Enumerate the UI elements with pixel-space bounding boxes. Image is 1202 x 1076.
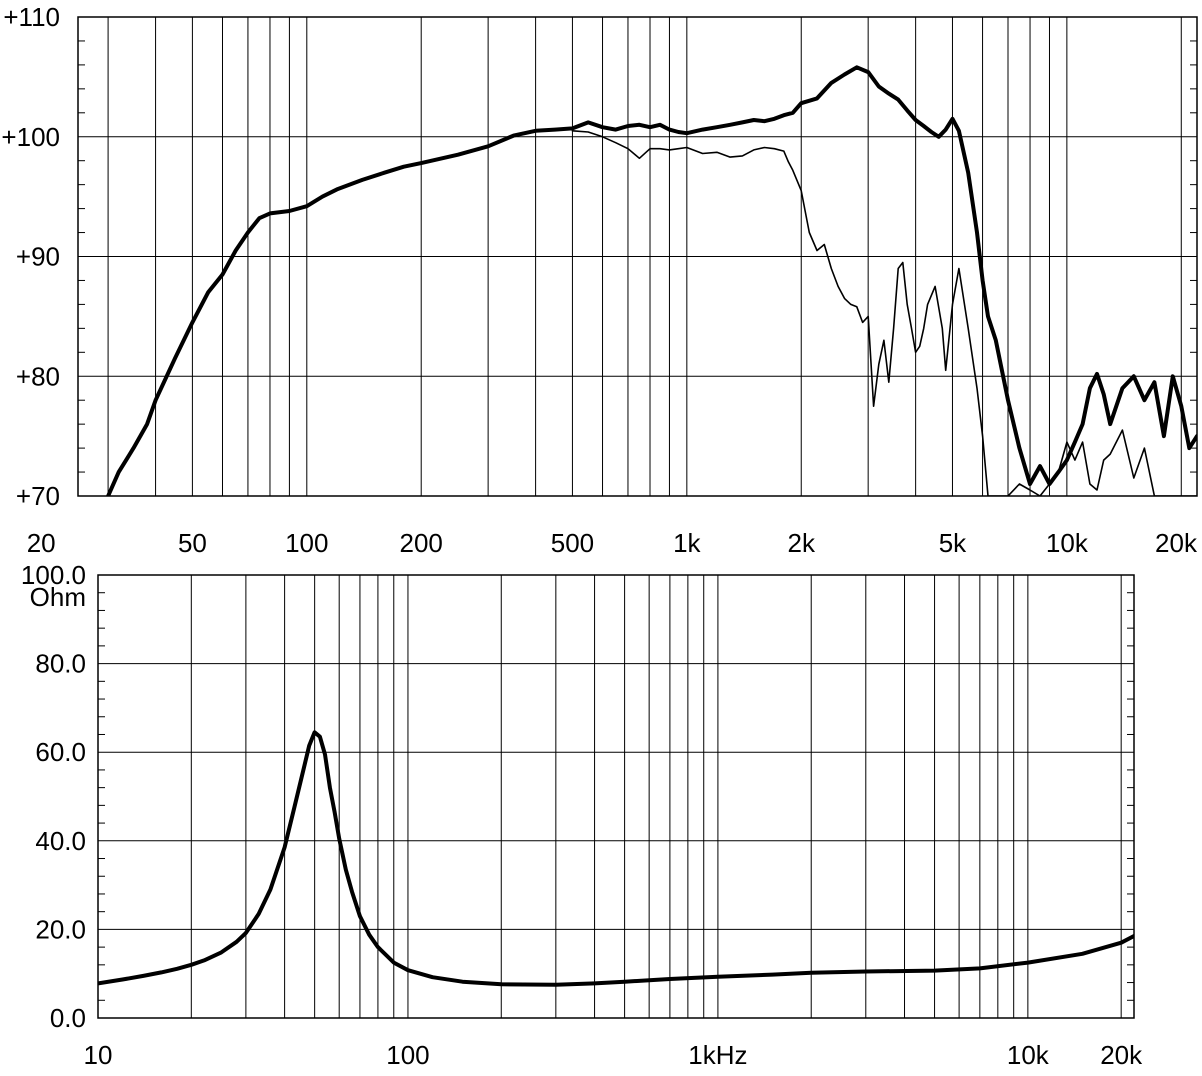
spl-x-tick-label: 20 — [27, 528, 56, 558]
spl-y-tick-label: +100 — [1, 122, 60, 152]
spl-y-tick-label: +70 — [16, 481, 60, 511]
impedance-grid — [98, 575, 1134, 1018]
impedance-x-tick-label: 20k — [1100, 1040, 1143, 1070]
impedance-y-tick-labels: 100.0 80.0 60.0 40.0 20.0 0.0 — [21, 560, 86, 1033]
impedance-x-tick-labels: 10 100 1kHz 10k 20k — [84, 1040, 1144, 1070]
spl-y-tick-labels: +110 +100 +90 +80 +70 — [1, 2, 60, 511]
impedance-y-tick-label: 20.0 — [35, 914, 86, 944]
spl-x-tick-label: 10k — [1046, 528, 1089, 558]
spl-y-tick-label: +80 — [16, 361, 60, 391]
spl-x-tick-label: 5k — [939, 528, 967, 558]
impedance-series-line-thick — [98, 730, 1134, 987]
spl-x-tick-label: 1k — [673, 528, 701, 558]
spl-series-line-thick — [106, 65, 1197, 496]
spl-x-tick-label: 50 — [178, 528, 207, 558]
impedance-y-tick-label: 40.0 — [35, 826, 86, 856]
impedance-series — [98, 730, 1134, 987]
impedance-y-tick-label: 60.0 — [35, 737, 86, 767]
impedance-x-tick-label: 1kHz — [688, 1040, 747, 1070]
impedance-chart: 100.080.060.040.020.00.0 Ohm 10 100 1kHz 10… — [21, 560, 1143, 1070]
spl-series — [106, 65, 1197, 496]
impedance-y-tick-label: 80.0 — [35, 649, 86, 679]
impedance-x-tick-label: 10k — [1007, 1040, 1050, 1070]
spl-grid — [78, 17, 1197, 496]
impedance-x-tick-label: 10 — [84, 1040, 113, 1070]
spl-plot-frame — [77, 16, 1198, 497]
spl-series-line-thin — [571, 130, 1197, 496]
spl-x-tick-label: 2k — [788, 528, 816, 558]
spl-chart: +110 +100 +90 +80 +70 20 50 100 200 500 1k 2k 5k 10k… — [1, 2, 1198, 558]
spl-y-minor-ticks — [78, 40, 1197, 473]
impedance-y-axis-label: Ohm — [30, 582, 86, 612]
spl-x-tick-label: 100 — [285, 528, 328, 558]
spl-x-tick-label: 20k — [1155, 528, 1198, 558]
spl-x-tick-labels: 20 50 100 200 500 1k 2k 5k 10k 20k — [27, 528, 1198, 558]
impedance-x-tick-label: 100 — [386, 1040, 429, 1070]
impedance-plot-frame — [97, 574, 1135, 1019]
spl-x-tick-label: 500 — [551, 528, 594, 558]
spl-y-tick-label: +90 — [16, 242, 60, 272]
spl-x-tick-label: 200 — [400, 528, 443, 558]
impedance-y-tick-label: 100.0 — [21, 560, 86, 590]
impedance-y-tick-label: 0.0 — [50, 1003, 86, 1033]
spl-y-tick-label: +110 — [3, 2, 60, 32]
